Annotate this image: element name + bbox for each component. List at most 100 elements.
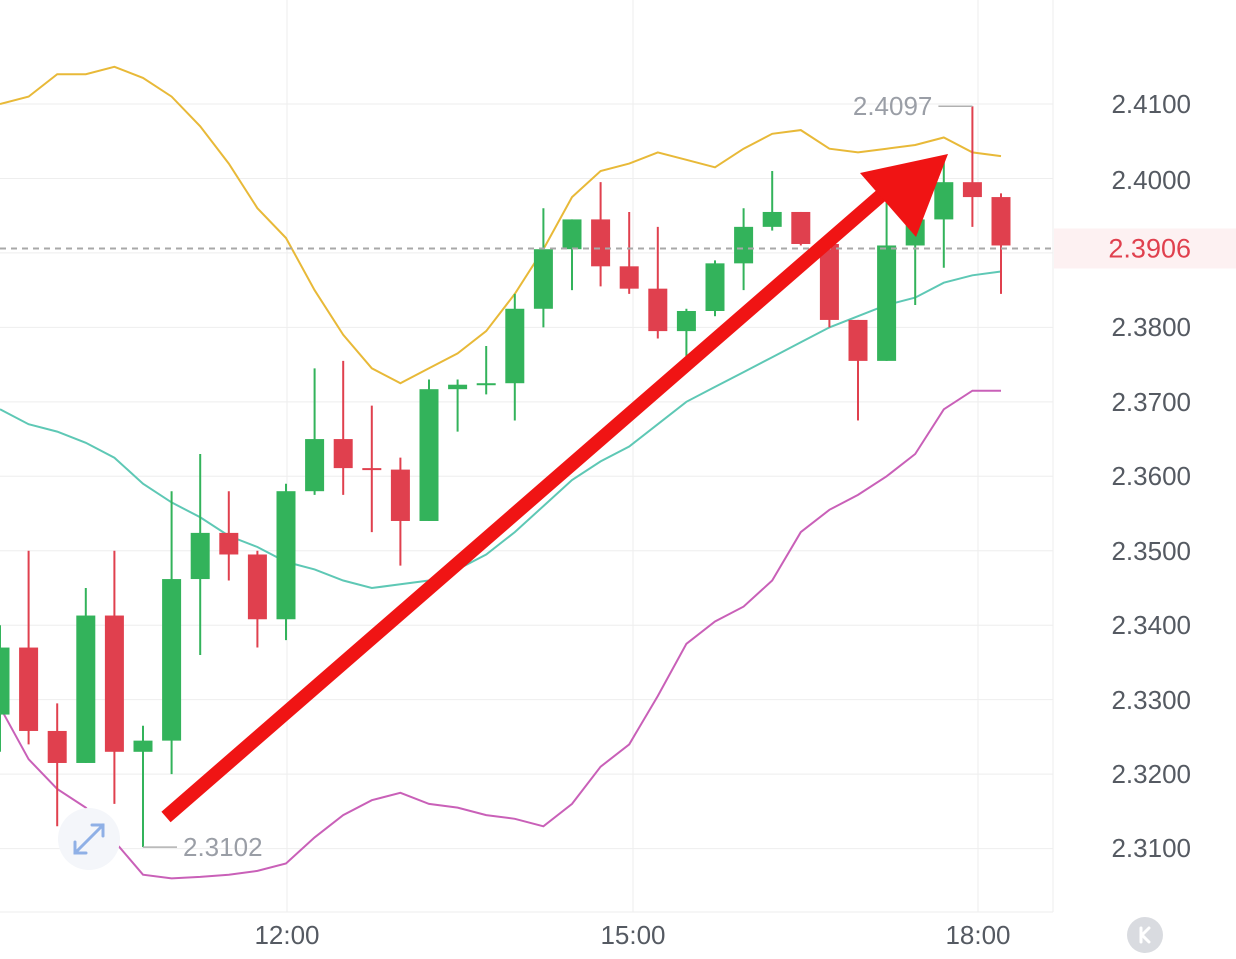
candle-body (934, 182, 954, 220)
low-price-label: 2.3102 (183, 832, 263, 862)
y-tick-label: 2.3700 (1111, 387, 1191, 417)
trend-arrow-head (860, 154, 948, 237)
y-tick-label: 2.3300 (1111, 685, 1191, 715)
candle (791, 211, 811, 246)
candle-body (819, 243, 839, 320)
candle (104, 550, 124, 804)
candle-body (533, 249, 553, 309)
candle-body (247, 554, 267, 620)
candle-body (991, 197, 1011, 246)
collapse-chart-button[interactable] (1127, 917, 1163, 953)
y-tick-label: 2.3400 (1111, 610, 1191, 640)
candle (676, 308, 696, 365)
candle (305, 368, 325, 495)
expand-chart-button[interactable] (58, 808, 120, 870)
candle (962, 106, 982, 227)
candle (934, 159, 954, 268)
candle (133, 725, 153, 848)
candle-body (47, 730, 67, 763)
candle (190, 453, 210, 656)
candle (448, 379, 468, 432)
candle (877, 200, 897, 361)
candle (219, 491, 239, 581)
trend-arrow (161, 154, 948, 823)
candle-body (676, 310, 696, 332)
high-price-label: 2.4097 (853, 91, 933, 121)
y-tick-label: 2.3600 (1111, 461, 1191, 491)
indicator-bands (0, 65, 1002, 880)
candle (390, 457, 410, 566)
y-tick-label: 2.4000 (1111, 165, 1191, 195)
candle-body (848, 319, 868, 361)
candle-body (505, 308, 525, 384)
candle-body (648, 288, 668, 332)
candle-body (219, 532, 239, 555)
candle (648, 226, 668, 339)
grid-lines (0, 0, 1053, 912)
x-tick-label: 12:00 (254, 920, 319, 950)
candle-body (476, 383, 496, 386)
expand-arrows-icon (73, 823, 105, 855)
candle-body (104, 615, 124, 752)
candle (419, 379, 439, 521)
candle (362, 405, 382, 533)
candle-body (705, 263, 725, 311)
candle (476, 345, 496, 395)
candle-body (762, 211, 782, 227)
candle-body (791, 211, 811, 244)
candle (619, 211, 639, 294)
candle-body (962, 182, 982, 198)
x-tick-label: 15:00 (600, 920, 665, 950)
candle-body (419, 389, 439, 521)
candle (591, 182, 611, 287)
current-price-badge (1054, 228, 1236, 269)
x-tick-label: 18:00 (945, 920, 1010, 950)
price-axis: 2.4100 2.4000 2.3800 2.3700 2.3600 2.350… (1111, 89, 1191, 863)
candle (333, 360, 353, 495)
candle (848, 319, 868, 421)
indicator-line-3 (0, 389, 1001, 880)
candle-body (76, 615, 96, 763)
candle (991, 193, 1011, 294)
time-axis: 12:00 15:00 18:00 (254, 920, 1010, 950)
candle-body (133, 740, 153, 752)
candle-body (591, 219, 611, 267)
candle (47, 703, 67, 827)
candle-body (305, 439, 325, 492)
indicator-line-2 (0, 270, 1002, 590)
candle (247, 550, 267, 648)
candles (0, 106, 1011, 848)
candle-body (190, 532, 210, 580)
candle (162, 491, 182, 775)
candle (76, 587, 96, 763)
candle (705, 260, 725, 317)
candle (19, 550, 39, 745)
candle-body (333, 439, 353, 469)
indicator-line-1 (0, 65, 1002, 385)
y-tick-label: 2.3200 (1111, 759, 1191, 789)
candle-body (390, 469, 410, 521)
candle-body (362, 468, 382, 471)
candle (505, 293, 525, 421)
candle (276, 483, 296, 641)
candle (533, 208, 553, 328)
candle (762, 171, 782, 231)
candle-body (877, 245, 897, 361)
y-tick-label: 2.3100 (1111, 833, 1191, 863)
candle-body (619, 266, 639, 289)
candle-body (562, 219, 582, 250)
candle-body (162, 579, 182, 741)
candle (562, 219, 582, 291)
collapse-k-icon (1139, 926, 1151, 944)
candle (819, 238, 839, 328)
annotations: 2.3906 2.4097 2.3102 (0, 91, 1236, 862)
trend-arrow-shaft (161, 186, 890, 823)
y-tick-label: 2.4100 (1111, 89, 1191, 119)
candle-body (276, 491, 296, 620)
current-price-label: 2.3906 (1108, 233, 1191, 263)
candle-body (19, 647, 39, 731)
candle-body (0, 647, 10, 715)
candle-body (448, 384, 468, 390)
y-tick-label: 2.3500 (1111, 536, 1191, 566)
